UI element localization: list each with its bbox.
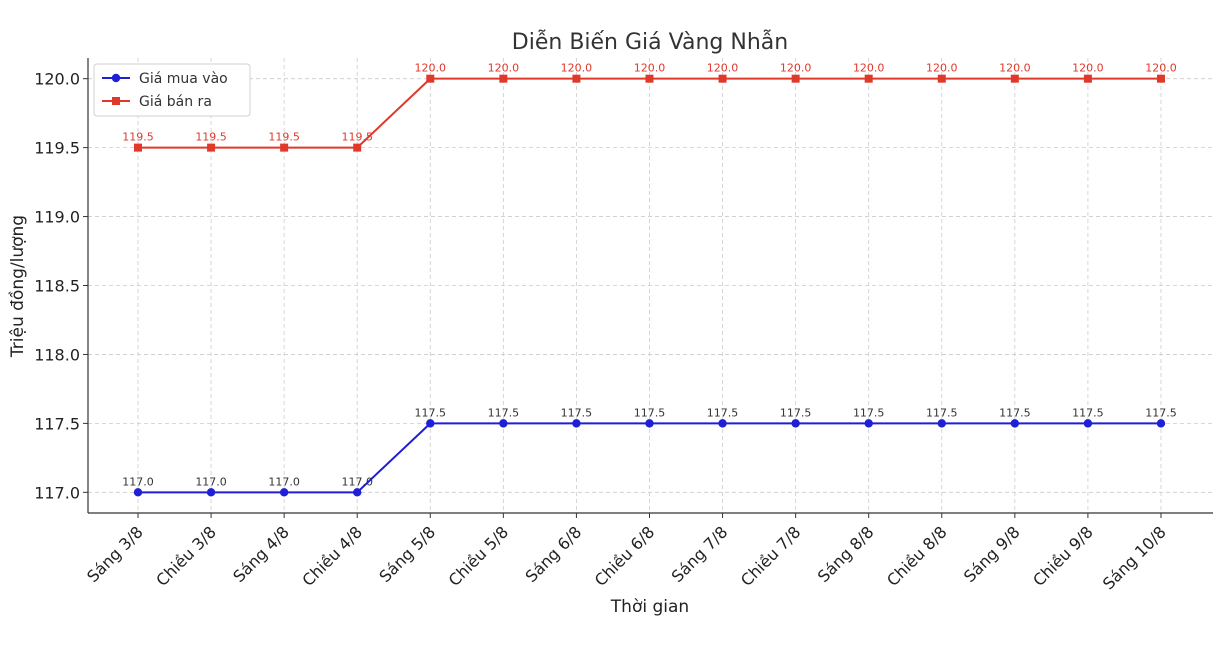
series-0-point-14: [1156, 419, 1166, 428]
series-1-point-8: [718, 74, 727, 83]
series-0-data-label-0: 117.0: [122, 475, 154, 488]
series-1-point-3: [353, 143, 362, 152]
x-tick-label-13: Chiều 9/8: [1029, 522, 1097, 590]
x-tick-label-12: Sáng 9/8: [960, 522, 1024, 586]
series-1-data-label-12: 120.0: [999, 62, 1031, 75]
series-1-data-label-13: 120.0: [1072, 62, 1104, 75]
grid: [88, 58, 1213, 513]
series-0-data-label-2: 117.0: [268, 475, 300, 488]
series-1-data-label-14: 120.0: [1145, 62, 1177, 75]
x-tick-label-8: Sáng 7/8: [668, 522, 732, 586]
series-1-data-label-11: 120.0: [926, 62, 958, 75]
series-1-point-14: [1156, 74, 1165, 83]
series-0-data-label-10: 117.5: [853, 406, 885, 419]
x-tick-label-9: Chiều 7/8: [737, 522, 805, 590]
x-tick-label-4: Sáng 5/8: [375, 522, 439, 586]
series-0-point-2: [279, 488, 289, 497]
series-1-point-9: [791, 74, 800, 83]
x-axis-ticks: Sáng 3/8 Chiều 3/8 Sáng 4/8 Chiều 4/8 Sáng 5…: [83, 513, 1170, 593]
series-0-data-label-12: 117.5: [999, 406, 1031, 419]
series-group: [133, 74, 1166, 497]
series-0-data-label-8: 117.5: [707, 406, 739, 419]
series-1-data-label-7: 120.0: [634, 62, 666, 75]
series-1-point-5: [499, 74, 508, 83]
series-0-point-1: [206, 488, 216, 497]
x-tick-label-5: Chiều 5/8: [445, 522, 513, 590]
series-1-point-0: [134, 143, 142, 152]
x-tick-label-2: Sáng 4/8: [229, 522, 293, 586]
x-tick-label-0: Sáng 3/8: [83, 522, 147, 586]
series-1-data-label-0: 119.5: [122, 131, 154, 144]
series-0-point-10: [864, 419, 873, 428]
series-1-data-label-1: 119.5: [195, 131, 227, 144]
series-0-point-0: [133, 488, 143, 497]
chart-title: Diễn Biến Giá Vàng Nhẫn: [512, 29, 788, 55]
series-1-data-label-3: 119.5: [341, 131, 373, 144]
series-0-data-label-7: 117.5: [634, 406, 666, 419]
series-1-point-2: [280, 143, 289, 152]
y-tick-label-5: 119.5: [34, 139, 80, 158]
series-0-data-label-11: 117.5: [926, 406, 958, 419]
legend-label-1: Giá bán ra: [139, 94, 212, 110]
series-1-point-1: [207, 143, 216, 152]
series-1-point-6: [572, 74, 581, 83]
legend-label-0: Giá mua vào: [139, 71, 228, 87]
series-1-point-13: [1083, 74, 1092, 83]
series-0-point-7: [645, 419, 654, 428]
y-tick-label-1: 117.5: [34, 414, 80, 433]
series-1-data-label-4: 120.0: [415, 62, 447, 75]
series-0-data-label-3: 117.0: [341, 475, 373, 488]
series-1-data-label-10: 120.0: [853, 62, 885, 75]
y-tick-label-6: 120.0: [34, 70, 80, 89]
legend-marker-1: [112, 97, 120, 105]
series-0-data-label-6: 117.5: [561, 406, 593, 419]
series-1-data-label-9: 120.0: [780, 62, 812, 75]
series-0-point-6: [572, 419, 581, 428]
series-0-point-8: [718, 419, 727, 428]
series-1-data-label-6: 120.0: [561, 62, 593, 75]
legend: Giá mua vào Giá bán ra: [93, 63, 251, 117]
y-axis-ticks: 117.0 117.5 118.0 118.5 119.0 119.5 120.0: [34, 70, 88, 502]
series-1-point-4: [426, 74, 435, 83]
y-tick-label-3: 118.5: [34, 277, 80, 296]
y-tick-label-4: 119.0: [34, 208, 80, 227]
x-tick-label-11: Chiều 8/8: [883, 522, 951, 590]
y-tick-label-0: 117.0: [34, 483, 80, 502]
y-tick-label-2: 118.0: [34, 345, 80, 364]
x-axis-label: Thời gian: [610, 597, 689, 617]
series-0-data-label-5: 117.5: [488, 406, 520, 419]
y-axis-label: Triệu đồng/lượng: [7, 215, 28, 358]
legend-marker-0: [111, 73, 121, 83]
series-0-data-label-9: 117.5: [780, 406, 812, 419]
data-labels: 117.0 117.0 117.0 117.0 117.5 117.5 117.5 117.5…: [122, 62, 1176, 489]
series-1-point-10: [864, 74, 873, 83]
x-tick-label-3: Chiều 4/8: [298, 522, 366, 590]
series-1-point-12: [1010, 74, 1019, 83]
series-0-point-13: [1083, 419, 1093, 428]
series-0-point-11: [937, 419, 946, 428]
series-0-point-4: [426, 419, 435, 428]
series-1-data-label-5: 120.0: [488, 62, 520, 75]
series-0-data-label-4: 117.5: [415, 406, 447, 419]
series-1-data-label-2: 119.5: [268, 131, 300, 144]
series-0-data-label-13: 117.5: [1072, 406, 1104, 419]
series-0-data-label-14: 117.5: [1145, 406, 1177, 419]
series-1-data-label-8: 120.0: [707, 62, 739, 75]
series-1-point-11: [937, 74, 946, 83]
series-0-point-5: [499, 419, 508, 428]
series-1-point-7: [645, 74, 654, 83]
series-0-point-3: [353, 488, 362, 497]
x-tick-label-1: Chiều 3/8: [152, 522, 220, 590]
x-tick-label-14: Sáng 10/8: [1099, 522, 1170, 593]
x-tick-label-10: Sáng 8/8: [814, 522, 878, 586]
series-0-point-9: [791, 419, 800, 428]
x-tick-label-6: Sáng 6/8: [522, 522, 586, 586]
series-0-point-12: [1010, 419, 1020, 428]
x-tick-label-7: Chiều 6/8: [591, 522, 659, 590]
series-0-data-label-1: 117.0: [195, 475, 227, 488]
legend-box: [93, 63, 251, 117]
